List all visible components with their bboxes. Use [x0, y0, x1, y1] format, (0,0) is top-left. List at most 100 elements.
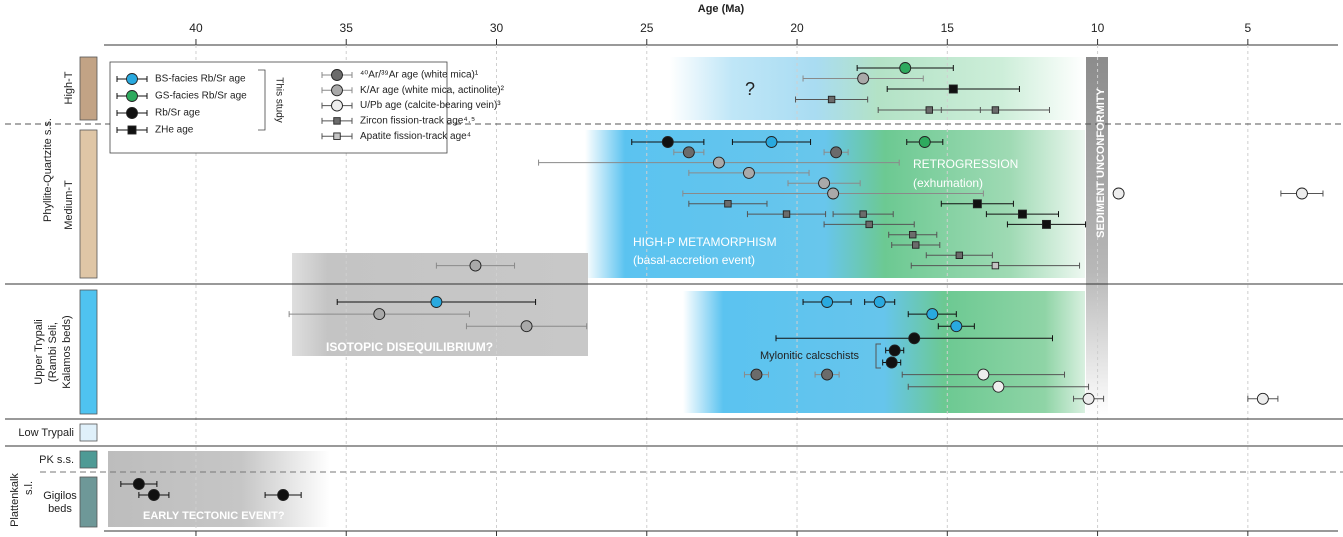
point	[991, 261, 1000, 270]
point	[1256, 392, 1269, 405]
legend-label: U/Pb age (calcite-bearing vein)³	[360, 100, 501, 111]
point	[782, 210, 791, 218]
point	[765, 136, 778, 148]
point	[742, 166, 755, 179]
point	[1112, 187, 1125, 200]
point	[912, 241, 920, 249]
point	[661, 136, 674, 148]
zone-high-t	[670, 57, 1085, 120]
annotation: (basal-accretion event)	[633, 253, 755, 267]
point	[147, 489, 160, 501]
legend-item: K/Ar age (white mica, actinolite)²	[321, 84, 505, 97]
x-tick-label: 5	[1244, 21, 1251, 35]
legend-label: K/Ar age (white mica, actinolite)²	[360, 85, 505, 96]
point	[972, 199, 982, 209]
x-tick-label: 35	[340, 21, 354, 35]
legend-marker	[126, 107, 138, 119]
legend-label: GS-facies Rb/Sr age	[155, 91, 247, 102]
point	[991, 106, 1000, 114]
point	[821, 368, 834, 381]
x-tick-label: 40	[189, 21, 203, 35]
point	[430, 296, 443, 308]
legend-marker	[126, 90, 138, 102]
point	[899, 62, 912, 74]
legend-marker	[331, 84, 343, 97]
point	[682, 146, 695, 159]
point	[859, 210, 867, 218]
point	[827, 95, 836, 104]
point	[724, 200, 732, 208]
legend-item: Zircon fission-track age⁴˒⁵	[321, 116, 475, 127]
unit-box	[79, 423, 98, 442]
legend-marker	[331, 99, 343, 112]
panel-label: Gigilos	[43, 490, 77, 502]
annotation: ISOTOPIC DISEQUILIBRIUM?	[326, 340, 493, 354]
legend-item: GS-facies Rb/Sr age	[116, 90, 247, 102]
x-tick-label: 10	[1091, 21, 1105, 35]
point	[926, 308, 939, 321]
point	[977, 368, 990, 381]
panel-label: Low Trypali	[18, 427, 74, 439]
panel-label: High-T	[63, 71, 75, 104]
point	[885, 356, 898, 369]
zone-early	[108, 451, 330, 527]
bracket	[875, 343, 881, 369]
x-tick-label: 25	[640, 21, 654, 35]
annotation: HIGH-P METAMORPHISM	[633, 235, 777, 249]
panel-label: Upper Trypali	[33, 319, 45, 384]
legend-marker	[127, 125, 137, 135]
legend-item: U/Pb age (calcite-bearing vein)³	[321, 99, 501, 112]
x-tick-label: 30	[490, 21, 504, 35]
point	[865, 220, 873, 229]
point	[132, 478, 145, 490]
grid: 40 35 30 25 20 15 10 5	[104, 21, 1338, 536]
point	[925, 106, 933, 114]
unit-boxes	[79, 56, 98, 528]
point	[873, 296, 886, 308]
legend-marker	[333, 132, 341, 140]
point	[909, 230, 917, 239]
point	[918, 136, 931, 148]
marks	[120, 62, 1324, 501]
group-label: Plattenkalk	[9, 473, 21, 527]
panel-label: PK s.s.	[39, 454, 74, 466]
point	[818, 177, 831, 190]
legend-box	[109, 61, 448, 154]
group-label: Phyllite-Quartzite s.s.	[42, 118, 54, 222]
point	[373, 308, 386, 321]
legend-item: ⁴⁰Ar/³⁹Ar age (white mica)¹	[321, 69, 479, 81]
point	[1295, 187, 1308, 200]
point	[830, 146, 843, 159]
x-tick-label: 20	[790, 21, 804, 35]
point	[1082, 392, 1095, 405]
point	[948, 84, 958, 94]
legend-marker	[126, 73, 138, 85]
legend-label: BS-facies Rb/Sr age	[155, 74, 246, 85]
legend: BS-facies Rb/Sr age GS-facies Rb/Sr age Rb…	[116, 69, 505, 142]
legend-label: Zircon fission-track age⁴˒⁵	[360, 116, 475, 127]
unit-box	[79, 476, 98, 528]
unit-box	[79, 129, 98, 279]
unit-box	[79, 450, 98, 469]
legend-item: Rb/Sr age	[116, 107, 200, 119]
legend-label: Apatite fission-track age⁴	[360, 131, 471, 142]
panel-label: Medium-T	[63, 180, 75, 230]
point	[888, 344, 901, 357]
point	[1042, 219, 1051, 229]
legend-label: ZHe age	[155, 125, 194, 136]
point	[857, 72, 870, 85]
legend-marker	[333, 117, 341, 125]
annotation: RETROGRESSION	[913, 157, 1018, 171]
annotation: EARLY TECTONIC EVENT?	[143, 510, 285, 522]
x-tick-label: 15	[941, 21, 955, 35]
legend-label: ⁴⁰Ar/³⁹Ar age (white mica)¹	[360, 70, 479, 81]
panel-label: Kalamos beds)	[61, 315, 73, 388]
x-axis-label: Age (Ma)	[698, 3, 745, 15]
point	[520, 320, 533, 333]
panel-label: (Rambi Seli,	[47, 322, 59, 382]
point	[821, 296, 834, 308]
point	[712, 156, 725, 169]
panel-label: beds	[48, 503, 72, 515]
